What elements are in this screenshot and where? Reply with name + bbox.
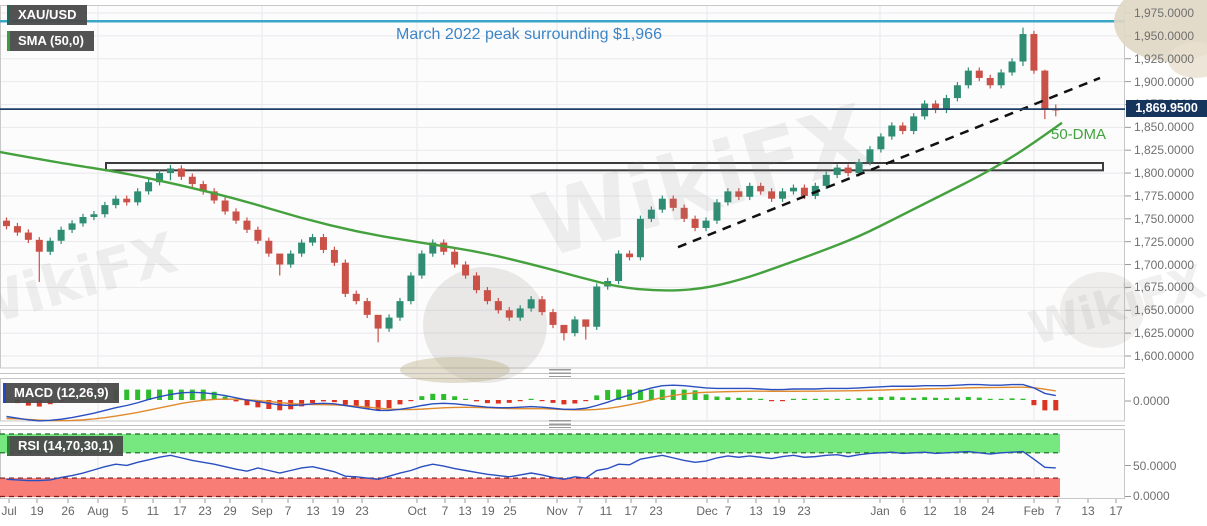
sma-legend-badge[interactable]: SMA (50,0) — [7, 31, 94, 51]
time-tick-label: 7 — [576, 504, 584, 518]
price-tick-label: 1,600.0000 — [1134, 349, 1195, 363]
time-tick-label: 13 — [458, 504, 472, 518]
time-tick-label: 19 — [481, 504, 495, 518]
time-tick-label: 17 — [624, 504, 638, 518]
time-tick-label: 18 — [953, 504, 967, 518]
price-tick-label: 1,775.0000 — [1134, 188, 1195, 203]
price-tick-label: 1,725.0000 — [1134, 234, 1195, 249]
dma-label: 50-DMA — [1051, 126, 1107, 143]
macd-label: MACD (12,26,9) — [14, 385, 109, 400]
time-tick-label: 19 — [772, 504, 786, 518]
current-price-tag: 1,869.9500 — [1126, 100, 1207, 117]
time-tick-label: 23 — [355, 504, 369, 518]
rsi-legend-badge[interactable]: RSI (14,70,30,1) — [7, 436, 124, 456]
time-tick-label: Jul — [1, 504, 17, 518]
time-tick-label: 23 — [198, 504, 212, 518]
price-tick-label: 1,650.0000 — [1134, 303, 1195, 318]
time-tick-label: Jan — [870, 504, 890, 518]
time-tick-label: Dec — [696, 504, 718, 518]
macd-panel-drag-handle[interactable] — [549, 369, 571, 377]
time-tick-label: 19 — [30, 504, 44, 518]
time-tick-label: Nov — [546, 504, 568, 518]
time-tick-label: 17 — [1109, 504, 1123, 518]
price-tick-label: 1,900.0000 — [1134, 74, 1195, 89]
price-tick-label: 1,825.0000 — [1134, 143, 1195, 158]
time-tick-label: 19 — [331, 504, 345, 518]
time-tick-label: 26 — [61, 504, 75, 518]
time-tick-label: 13 — [1081, 504, 1095, 518]
time-tick-label: 7 — [441, 504, 449, 518]
time-tick-label: 13 — [749, 504, 763, 518]
peak-annotation: March 2022 peak surrounding $1,966 — [396, 26, 662, 43]
time-tick-label: 23 — [649, 504, 663, 518]
time-tick-label: Oct — [407, 504, 427, 518]
price-tick-label: 1,975.0000 — [1134, 6, 1195, 20]
time-tick-label: Sep — [251, 504, 273, 518]
time-tick-label: 23 — [797, 504, 811, 518]
macd-legend-badge[interactable]: MACD (12,26,9) — [3, 383, 119, 403]
price-tick-label: 1,675.0000 — [1134, 280, 1195, 295]
time-tick-label: 11 — [146, 504, 160, 518]
time-tick-label: 12 — [923, 504, 937, 518]
time-tick-label: 25 — [503, 504, 517, 518]
time-tick-label: 24 — [981, 504, 995, 518]
time-tick-label: 13 — [306, 504, 320, 518]
macd-zero-label: 0.0000 — [1133, 394, 1170, 408]
time-tick-label: 11 — [599, 504, 613, 518]
time-tick-label: 29 — [223, 504, 237, 518]
time-tick-label: 7 — [284, 504, 292, 518]
time-tick-label: Feb — [1023, 504, 1045, 518]
price-tick-label: 1,700.0000 — [1134, 257, 1195, 272]
time-tick-label: 7 — [1054, 504, 1062, 518]
price-tick-label: 1,750.0000 — [1134, 211, 1195, 226]
price-tick-label: 1,625.0000 — [1134, 326, 1195, 341]
time-tick-label: 6 — [899, 504, 907, 518]
sma-label: SMA (50,0) — [18, 33, 84, 48]
rsi-50-label: 50.0000 — [1133, 459, 1177, 473]
time-tick-label: Aug — [87, 504, 109, 518]
time-tick-label: 17 — [173, 504, 187, 518]
price-tick-label: 1,925.0000 — [1134, 51, 1195, 66]
rsi-panel-drag-handle[interactable] — [549, 420, 571, 428]
price-tick-label: 1,950.0000 — [1134, 28, 1195, 43]
time-tick-label: 7 — [724, 504, 732, 518]
price-tick-label: 1,850.0000 — [1134, 120, 1195, 135]
symbol-legend-badge[interactable]: XAU/USD — [7, 5, 87, 25]
time-tick-label: 5 — [121, 504, 129, 518]
rsi-label: RSI (14,70,30,1) — [18, 438, 114, 453]
price-tick-label: 1,800.0000 — [1134, 166, 1195, 181]
symbol-label: XAU/USD — [18, 7, 77, 22]
rsi-0-label: 0.0000 — [1133, 489, 1170, 503]
